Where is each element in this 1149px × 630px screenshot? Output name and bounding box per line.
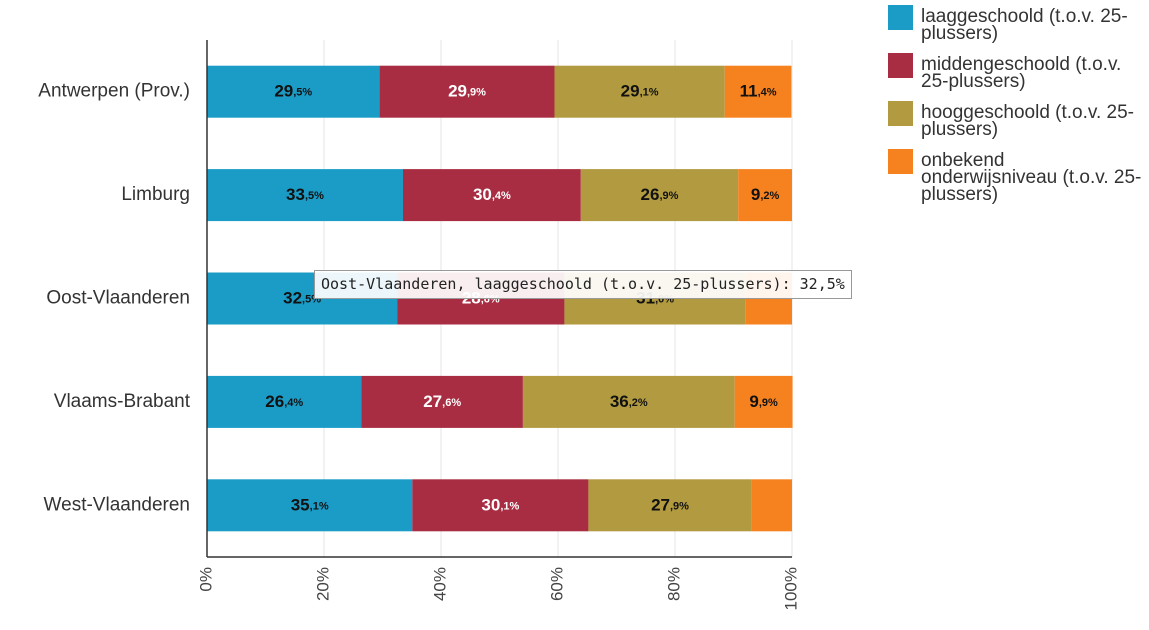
value-label: 26,4%	[265, 392, 303, 411]
value-label: 36,2%	[610, 392, 648, 411]
x-tick-label: 0%	[196, 567, 215, 592]
bar-segment	[554, 65, 725, 118]
y-tick-label: Antwerpen (Prov.)	[38, 81, 190, 102]
value-label: 29,5%	[274, 82, 312, 101]
x-tick-label: 60%	[547, 567, 566, 601]
legend-swatch	[888, 149, 913, 174]
legend-item[interactable]: middengeschoold (t.o.v. 25-plussers)	[888, 53, 1143, 92]
legend-item[interactable]: laaggeschoold (t.o.v. 25-plussers)	[888, 5, 1143, 44]
legend-label: middengeschoold (t.o.v. 25-plussers)	[921, 54, 1122, 92]
y-tick-label: Oost-Vlaanderen	[46, 288, 190, 309]
value-label: 9,2%	[751, 186, 780, 205]
value-label: 26,9%	[641, 186, 679, 205]
bar-segment	[734, 375, 793, 428]
value-label: 9,9%	[749, 392, 778, 411]
legend-swatch	[888, 5, 913, 30]
value-label: 30,1%	[481, 496, 519, 515]
bar-segment	[361, 375, 523, 428]
bar-segment	[412, 479, 589, 532]
value-label: 29,1%	[621, 82, 659, 101]
value-label: 27,9%	[651, 496, 689, 515]
value-label: 29,9%	[448, 82, 486, 101]
legend-item[interactable]: onbekend onderwijsniveau (t.o.v. 25-plus…	[888, 149, 1143, 205]
x-tick-label: 40%	[430, 567, 449, 601]
bar-segment	[207, 479, 413, 532]
x-tick-label: 100%	[781, 567, 800, 610]
bar-segment	[402, 169, 581, 222]
x-tick-label: 80%	[664, 567, 683, 601]
legend-item[interactable]: hooggeschoold (t.o.v. 25-plussers)	[888, 101, 1143, 140]
bar-segment	[724, 65, 792, 118]
value-label: 33,5%	[286, 186, 324, 205]
bar-segment	[751, 479, 792, 532]
legend-label: hooggeschoold (t.o.v. 25-plussers)	[921, 102, 1135, 140]
bar-segment	[580, 169, 739, 222]
chart: 0% 20% 40% 60% 80% 100% Antwerpen (Prov.) 29,5%…	[38, 40, 800, 610]
bar-segment	[207, 375, 362, 428]
legend: laaggeschoold (t.o.v. 25-plussers) midden…	[888, 5, 1143, 217]
legend-label: onbekend onderwijsniveau (t.o.v. 25-plus…	[921, 150, 1142, 205]
bar-segment	[522, 375, 735, 428]
value-label: 27,6%	[423, 392, 461, 411]
legend-label: laaggeschoold (t.o.v. 25-plussers)	[921, 6, 1128, 44]
legend-swatch	[888, 101, 913, 126]
y-tick-label: Limburg	[121, 184, 190, 205]
y-tick-label: Vlaams-Brabant	[54, 391, 191, 412]
bar-segment	[379, 65, 555, 118]
value-label: 30,4%	[473, 186, 511, 205]
bar-segment	[207, 169, 403, 222]
value-label: 35,1%	[291, 496, 329, 515]
tooltip: Oost-Vlaanderen, laaggeschoold (t.o.v. 2…	[314, 270, 852, 299]
bar-segment	[588, 479, 752, 532]
y-tick-label: West-Vlaanderen	[44, 494, 190, 515]
bar-segment	[738, 169, 792, 222]
bar-segment	[207, 65, 380, 118]
legend-swatch	[888, 53, 913, 78]
x-tick-label: 20%	[313, 567, 332, 601]
value-label: 11,4%	[740, 82, 777, 101]
